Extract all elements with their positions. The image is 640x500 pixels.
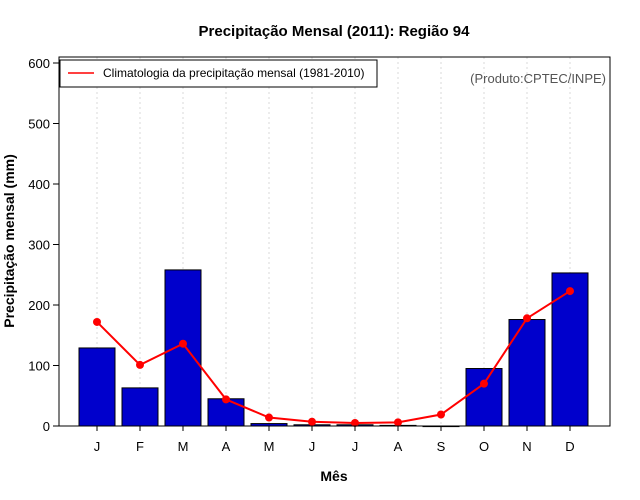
plot-frame: [58, 56, 611, 427]
y-tick-label: 400: [28, 177, 50, 192]
y-axis: 0 100 200 300 400 500 600: [28, 56, 59, 434]
bar-3: [164, 269, 202, 427]
bar-11: [508, 319, 546, 427]
climatology-point-11: [523, 314, 531, 323]
y-tick-label: 500: [28, 117, 50, 132]
bar-10: [465, 368, 503, 427]
x-tick-label: J: [309, 439, 316, 454]
bar-12: [551, 272, 589, 427]
legend: Climatologia da precipitação mensal (198…: [59, 59, 378, 88]
y-tick-label: 200: [28, 298, 50, 313]
bar-2: [121, 387, 159, 427]
y-tick-label: 600: [28, 56, 50, 71]
x-tick-label: A: [394, 439, 403, 454]
x-tick-label: M: [264, 439, 275, 454]
climatology-point-10: [480, 379, 488, 388]
legend-box: [59, 59, 378, 88]
climatology-point-7: [351, 418, 359, 427]
climatology-point-2: [136, 360, 144, 369]
x-tick-label: M: [178, 439, 189, 454]
x-tick-label: S: [437, 439, 446, 454]
chart-title: Precipitação Mensal (2011): Região 94: [199, 23, 471, 40]
bar-1: [78, 347, 116, 427]
legend-entry-climatology: Climatologia da precipitação mensal (198…: [103, 66, 364, 80]
climatology-line: [96, 290, 571, 424]
climatology-point-1: [93, 317, 101, 326]
grid-lines: [96, 57, 571, 426]
x-tick-label: J: [352, 439, 359, 454]
climatology-point-8: [394, 418, 402, 427]
climatology-point-9: [437, 410, 445, 419]
climatology-point-4: [222, 395, 230, 404]
x-tick-label: O: [479, 439, 489, 454]
y-axis-label: Precipitação mensal (mm): [1, 154, 17, 328]
climatology-point-5: [265, 413, 273, 422]
x-tick-label: D: [565, 439, 574, 454]
x-tick-label: A: [222, 439, 231, 454]
x-tick-label: F: [136, 439, 144, 454]
climatology-point-3: [179, 339, 187, 348]
climatology-point-6: [308, 417, 316, 426]
climatology-point-12: [566, 287, 574, 296]
x-axis-label: Mês: [320, 468, 347, 484]
x-tick-label: N: [522, 439, 531, 454]
x-tick-label: J: [94, 439, 101, 454]
y-tick-label: 100: [28, 359, 50, 374]
y-tick-label: 0: [43, 419, 50, 434]
y-tick-label: 300: [28, 238, 50, 253]
climatology-series: [93, 287, 574, 427]
bar-series: [78, 269, 589, 428]
product-credit: (Produto:CPTEC/INPE): [470, 71, 606, 86]
